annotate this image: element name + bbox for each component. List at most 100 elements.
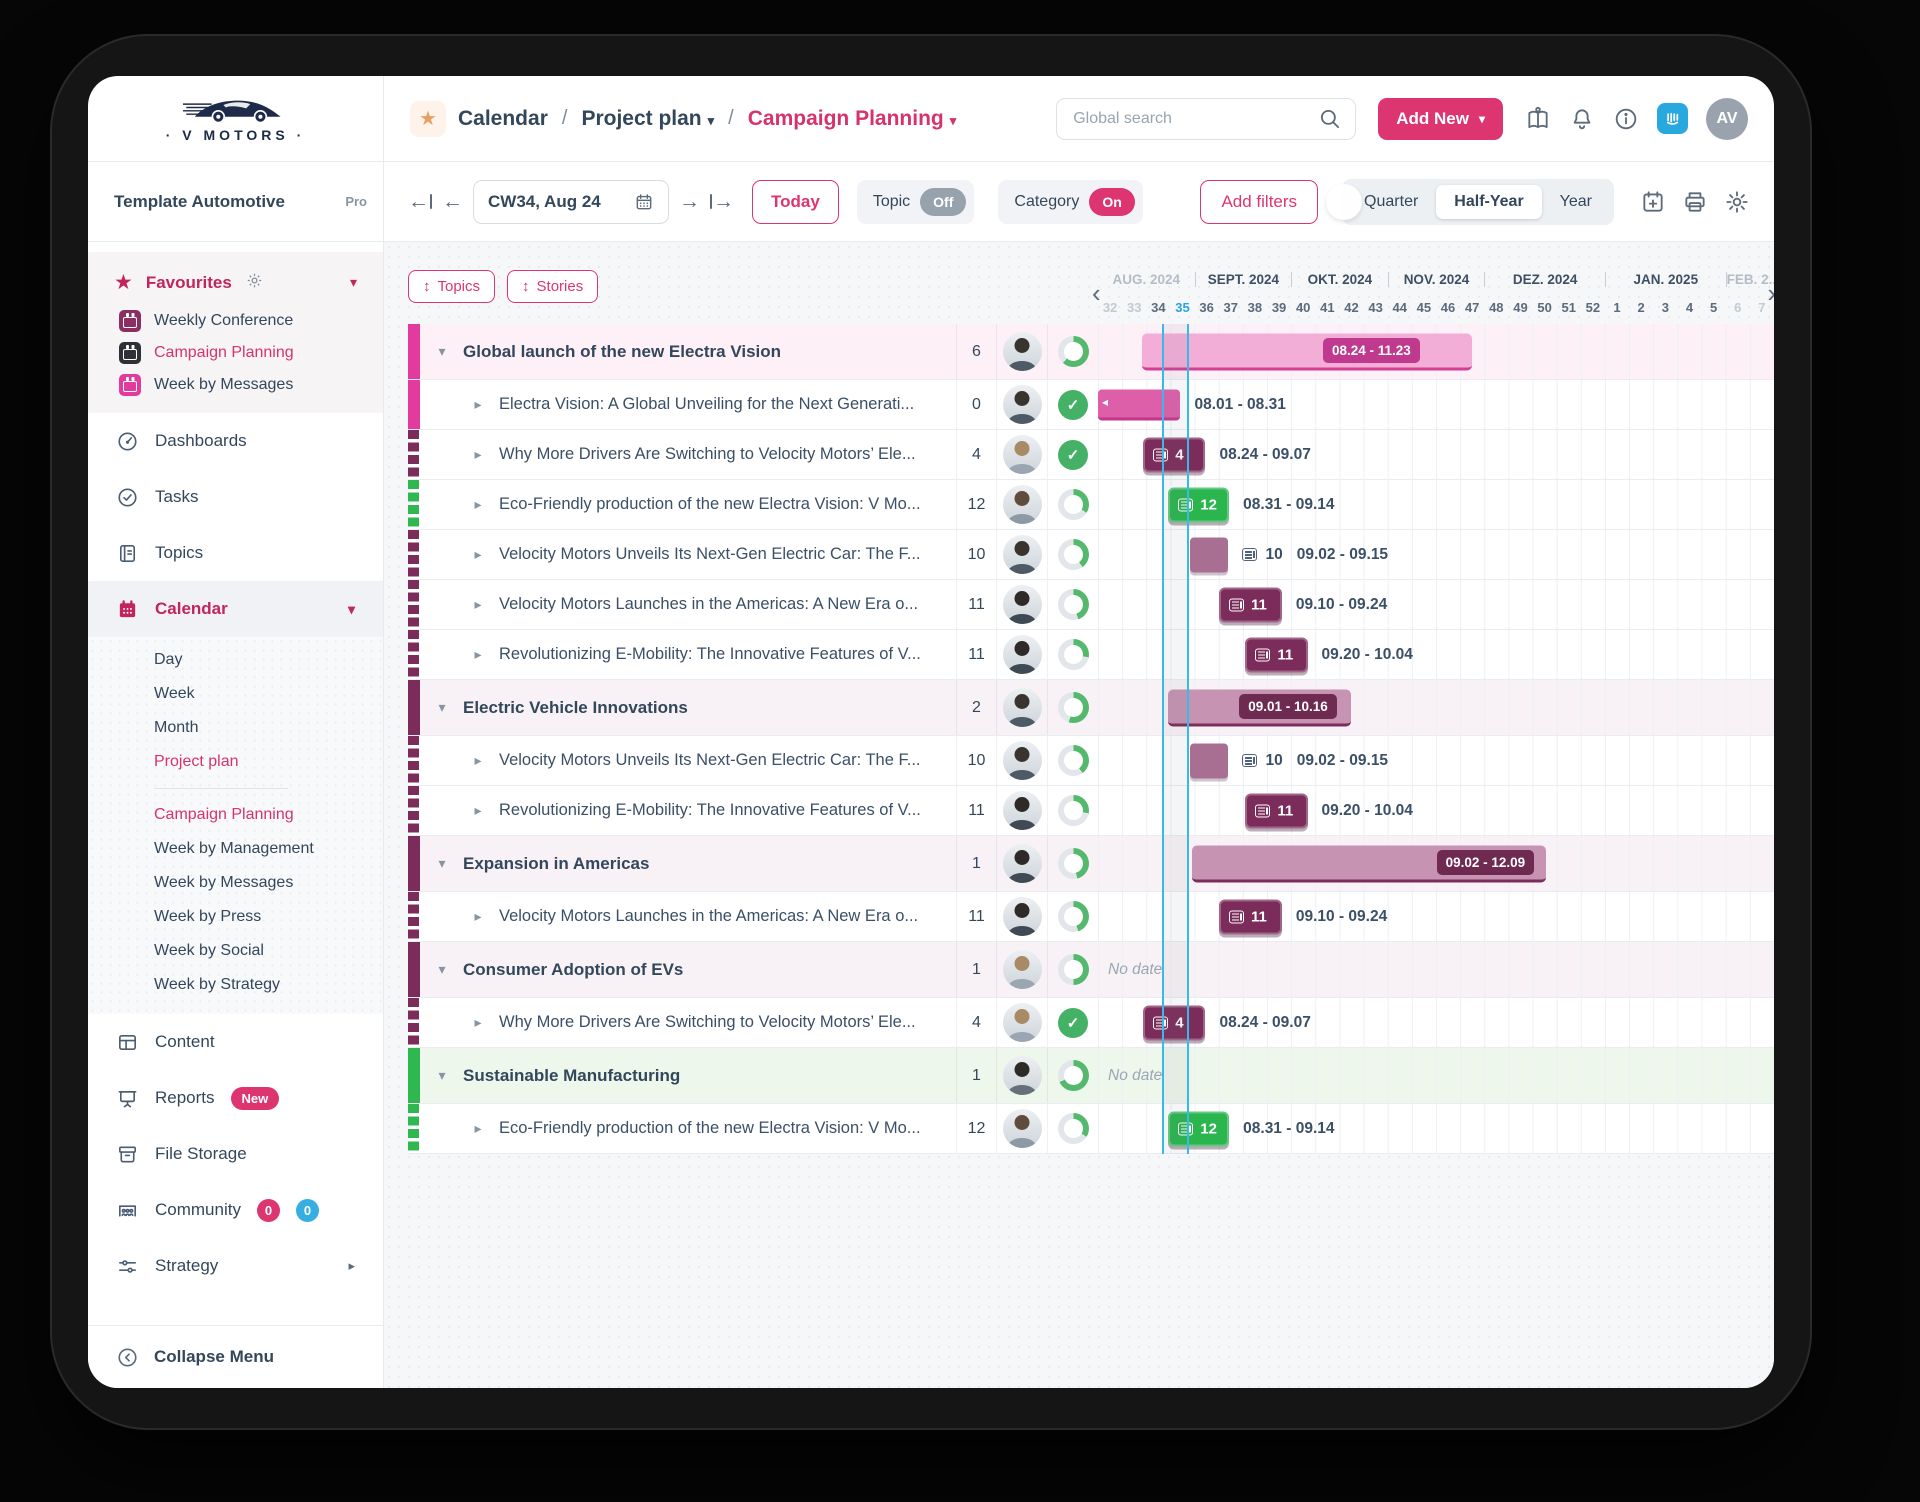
sidebar-item-content[interactable]: Content bbox=[88, 1014, 383, 1070]
avatar[interactable] bbox=[1002, 1056, 1042, 1095]
zoom-option-quarter[interactable]: Quarter bbox=[1364, 192, 1419, 210]
search-input[interactable] bbox=[1073, 109, 1310, 128]
chevron-down-icon[interactable]: ▾ bbox=[349, 274, 357, 290]
week-number[interactable]: 32 bbox=[1102, 300, 1118, 315]
favourites-header[interactable]: ★ Favourites ▾ bbox=[88, 258, 383, 305]
gantt-story-row[interactable]: ▸ Electra Vision: A Global Unveiling for … bbox=[408, 380, 1774, 430]
expand-caret-icon[interactable]: ▸ bbox=[474, 496, 482, 512]
notifications-bell-icon[interactable] bbox=[1569, 106, 1595, 132]
week-number[interactable]: 35 bbox=[1175, 300, 1190, 315]
expand-caret-icon[interactable]: ▸ bbox=[474, 802, 482, 818]
calendar-view-week-by-press[interactable]: Week by Press bbox=[154, 908, 262, 925]
skip-prev-icon[interactable]: ← bbox=[408, 190, 432, 214]
avatar[interactable] bbox=[1002, 950, 1042, 989]
sidebar-item-dashboards[interactable]: Dashboards bbox=[88, 413, 383, 469]
calendar-view-week-by-social[interactable]: Week by Social bbox=[154, 942, 264, 959]
gantt-bar[interactable]: ◂ bbox=[1098, 389, 1181, 420]
week-number[interactable]: 5 bbox=[1709, 300, 1718, 315]
calendar-view-week-by-strategy[interactable]: Week by Strategy bbox=[154, 976, 280, 993]
gantt-group-row[interactable]: ▾ Expansion in Americas 1 09.02 - 12.09 bbox=[408, 836, 1774, 892]
date-picker[interactable]: CW34, Aug 24 bbox=[473, 179, 669, 224]
week-number[interactable]: 7 bbox=[1758, 300, 1766, 315]
settings-gear-icon[interactable] bbox=[1724, 189, 1750, 215]
search-icon[interactable] bbox=[1317, 106, 1343, 132]
topic-toggle-state[interactable]: Off bbox=[920, 187, 967, 216]
week-number[interactable]: 49 bbox=[1513, 300, 1528, 315]
collapse-menu-button[interactable]: Collapse Menu bbox=[88, 1326, 383, 1388]
week-number[interactable]: 6 bbox=[1734, 300, 1742, 315]
collapse-caret-icon[interactable]: ▾ bbox=[438, 961, 446, 977]
sidebar-item-tasks[interactable]: Tasks bbox=[88, 469, 383, 525]
avatar[interactable] bbox=[1002, 635, 1042, 674]
add-filters-button[interactable]: Add filters bbox=[1200, 179, 1319, 224]
gantt-bar[interactable]: 4 bbox=[1143, 1005, 1206, 1040]
week-number[interactable]: 52 bbox=[1585, 300, 1601, 315]
gantt-bar[interactable] bbox=[1189, 743, 1229, 778]
calendar-view-week[interactable]: Week bbox=[154, 685, 195, 702]
gear-icon[interactable] bbox=[245, 271, 264, 295]
breadcrumb-parent[interactable]: Project plan ▾ bbox=[581, 106, 715, 130]
collapse-caret-icon[interactable]: ▾ bbox=[438, 699, 446, 715]
avatar[interactable] bbox=[1002, 435, 1042, 474]
week-number[interactable]: 1 bbox=[1613, 300, 1621, 315]
collapse-caret-icon[interactable]: ▾ bbox=[438, 343, 446, 359]
avatar[interactable] bbox=[1002, 535, 1042, 574]
week-number[interactable]: 43 bbox=[1368, 300, 1383, 315]
expand-caret-icon[interactable]: ▸ bbox=[474, 446, 482, 462]
expand-caret-icon[interactable]: ▸ bbox=[474, 596, 482, 612]
expand-caret-icon[interactable]: ▸ bbox=[474, 1014, 482, 1030]
gantt-story-row[interactable]: ▸ Velocity Motors Unveils Its Next-Gen El… bbox=[408, 736, 1774, 786]
favourite-item[interactable]: Campaign Planning bbox=[88, 337, 383, 369]
gantt-story-row[interactable]: ▸ Velocity Motors Launches in the America… bbox=[408, 580, 1774, 630]
gantt-bar[interactable]: 4 bbox=[1143, 437, 1206, 472]
timeline-next-icon[interactable]: › bbox=[1767, 278, 1774, 309]
week-number[interactable]: 46 bbox=[1440, 300, 1456, 315]
gantt-bar[interactable]: 11 bbox=[1219, 899, 1282, 934]
expand-caret-icon[interactable]: ▸ bbox=[474, 396, 482, 412]
gantt-group-row[interactable]: ▾ Global launch of the new Electra Vision… bbox=[408, 324, 1774, 380]
sidebar-item-file-storage[interactable]: File Storage bbox=[88, 1126, 383, 1182]
expand-caret-icon[interactable]: ▸ bbox=[474, 908, 482, 924]
calendar-add-icon[interactable] bbox=[1640, 189, 1666, 215]
week-number[interactable]: 45 bbox=[1416, 300, 1432, 315]
guide-icon[interactable] bbox=[1525, 106, 1551, 132]
week-number[interactable]: 36 bbox=[1199, 300, 1214, 315]
avatar[interactable] bbox=[1002, 385, 1042, 424]
calendar-view-week-by-messages[interactable]: Week by Messages bbox=[154, 874, 294, 891]
avatar[interactable] bbox=[1002, 485, 1042, 524]
topic-toggle[interactable]: Topic Off bbox=[856, 179, 975, 224]
collapse-caret-icon[interactable]: ▾ bbox=[438, 1067, 446, 1083]
week-number[interactable]: 48 bbox=[1489, 300, 1504, 315]
week-number[interactable]: 47 bbox=[1464, 300, 1480, 315]
info-icon[interactable] bbox=[1613, 106, 1639, 132]
gantt-story-row[interactable]: ▸ Velocity Motors Launches in the America… bbox=[408, 892, 1774, 942]
avatar[interactable] bbox=[1002, 844, 1042, 883]
avatar[interactable] bbox=[1002, 332, 1042, 371]
week-number[interactable]: 39 bbox=[1271, 300, 1287, 315]
sidebar-item-reports[interactable]: Reports New bbox=[88, 1070, 383, 1126]
gantt-story-row[interactable]: ▸ Why More Drivers Are Switching to Veloc… bbox=[408, 430, 1774, 480]
gantt-bar[interactable]: 11 bbox=[1219, 587, 1282, 622]
topics-filter-button[interactable]: ↕ Topics bbox=[408, 270, 496, 303]
avatar[interactable] bbox=[1002, 1109, 1042, 1148]
expand-caret-icon[interactable]: ▸ bbox=[474, 646, 482, 662]
week-number[interactable]: 51 bbox=[1561, 300, 1576, 315]
expand-caret-icon[interactable]: ▸ bbox=[474, 752, 482, 768]
zoom-option-year[interactable]: Year bbox=[1559, 192, 1592, 210]
gantt-group-row[interactable]: ▾ Sustainable Manufacturing 1 No date bbox=[408, 1048, 1774, 1104]
gantt-story-row[interactable]: ▸ Eco-Friendly production of the new Elec… bbox=[408, 480, 1774, 530]
gantt-group-row[interactable]: ▾ Consumer Adoption of EVs 1 No date bbox=[408, 942, 1774, 998]
gantt-bar[interactable]: 11 bbox=[1245, 793, 1308, 828]
today-button[interactable]: Today bbox=[752, 179, 839, 224]
gantt-story-row[interactable]: ▸ Velocity Motors Unveils Its Next-Gen El… bbox=[408, 530, 1774, 580]
favourite-item[interactable]: Weekly Conference bbox=[88, 305, 383, 337]
week-number[interactable]: 3 bbox=[1661, 300, 1669, 315]
calendar-view-week-by-management[interactable]: Week by Management bbox=[154, 840, 314, 857]
calendar-view-campaign-planning[interactable]: Campaign Planning bbox=[154, 806, 294, 823]
skip-next-icon[interactable]: → bbox=[710, 190, 734, 214]
calendar-view-month[interactable]: Month bbox=[154, 719, 199, 736]
sidebar-item-calendar[interactable]: Calendar ▾ bbox=[88, 581, 383, 637]
category-toggle-state[interactable]: On bbox=[1089, 187, 1135, 216]
gantt-bar[interactable]: 11 bbox=[1245, 637, 1308, 672]
intercom-chat-icon[interactable] bbox=[1657, 103, 1688, 134]
